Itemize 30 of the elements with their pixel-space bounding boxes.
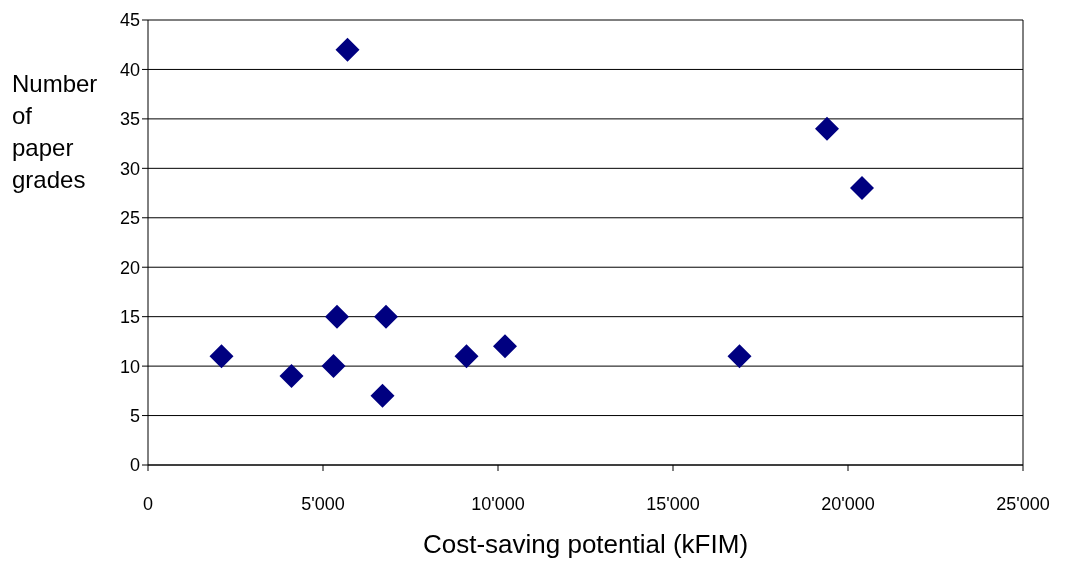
- point: [374, 304, 398, 329]
- point: [209, 344, 234, 369]
- x-tick-label: 5'000: [301, 493, 345, 514]
- point: [454, 344, 479, 369]
- point: [370, 383, 395, 408]
- x-tick-label: 20'000: [821, 493, 875, 514]
- point: [325, 304, 349, 329]
- y-axis-title: Number of paper grades: [12, 69, 98, 195]
- x-tick-label: 15'000: [646, 493, 700, 514]
- point: [279, 364, 304, 388]
- y-tick-label: 15: [119, 307, 140, 328]
- x-tick-label: 0: [142, 493, 154, 514]
- y-tick-label: 45: [119, 10, 140, 31]
- x-axis-title: Cost-saving potential (kFIM): [422, 529, 749, 559]
- y-tick-label: 35: [119, 109, 140, 130]
- y-tick-label: 20: [119, 257, 140, 278]
- point: [493, 334, 517, 359]
- point: [727, 344, 752, 369]
- x-tick-label: 25'000: [996, 493, 1050, 514]
- y-tick-label: 10: [119, 356, 140, 377]
- point: [850, 176, 874, 201]
- y-tick-label: 25: [119, 208, 140, 229]
- point: [335, 37, 360, 62]
- y-tick-label: 5: [129, 405, 140, 426]
- point: [321, 354, 346, 379]
- y-tick-label: 30: [119, 158, 140, 179]
- y-tick-label: 40: [119, 59, 140, 80]
- y-tick-label: 0: [129, 455, 140, 476]
- x-tick-label: 10'000: [471, 493, 525, 514]
- point: [815, 116, 839, 141]
